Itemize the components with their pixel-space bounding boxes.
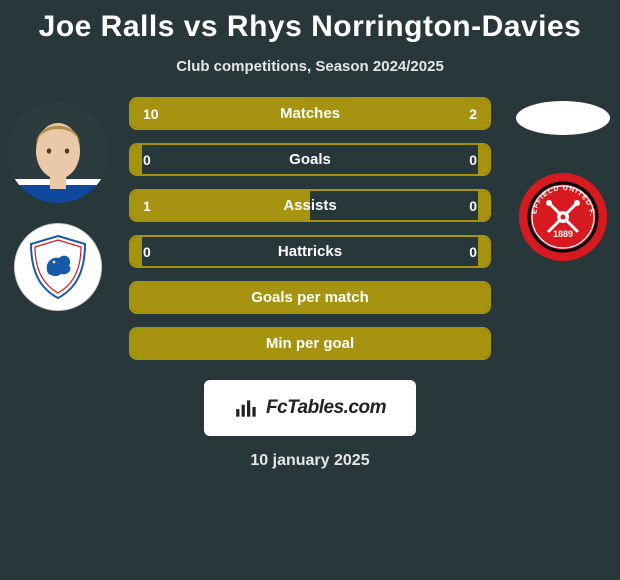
page-subtitle: Club competitions, Season 2024/2025 (0, 58, 620, 75)
left-player-photo (7, 101, 109, 203)
stat-label: Matches (131, 105, 489, 122)
comparison-layout: 10 Matches 2 0 Goals 0 1 Assists 0 0 Hat… (0, 97, 620, 360)
stat-label: Goals per match (131, 289, 489, 306)
branding-text: FcTables.com (266, 397, 386, 419)
stat-row-matches: 10 Matches 2 (129, 97, 491, 130)
bars-chart-icon (234, 395, 260, 421)
stat-row-assists: 1 Assists 0 (129, 189, 491, 222)
left-player-face-icon (7, 101, 109, 203)
stat-row-goals: 0 Goals 0 (129, 143, 491, 176)
left-club-badge (14, 223, 102, 311)
left-side (0, 97, 115, 311)
branding-card: FcTables.com (204, 380, 416, 436)
right-club-badge: SHEFFIELD UNITED F.C. 1889 (519, 173, 607, 261)
right-player-photo (516, 101, 610, 135)
stat-row-min-per-goal: Min per goal (129, 327, 491, 360)
sheffield-founded-year: 1889 (552, 229, 572, 239)
sheffield-badge-icon: SHEFFIELD UNITED F.C. 1889 (519, 173, 607, 261)
infographic-date: 10 january 2025 (0, 452, 620, 470)
right-side: SHEFFIELD UNITED F.C. 1889 (505, 97, 620, 261)
stat-label: Min per goal (131, 335, 489, 352)
stat-label: Assists (131, 197, 489, 214)
stat-label: Hattricks (131, 243, 489, 260)
stat-row-goals-per-match: Goals per match (129, 281, 491, 314)
cardiff-badge-icon (23, 232, 93, 302)
stat-bars: 10 Matches 2 0 Goals 0 1 Assists 0 0 Hat… (115, 97, 505, 360)
stat-label: Goals (131, 151, 489, 168)
stat-row-hattricks: 0 Hattricks 0 (129, 235, 491, 268)
page-title: Joe Ralls vs Rhys Norrington-Davies (0, 0, 620, 44)
